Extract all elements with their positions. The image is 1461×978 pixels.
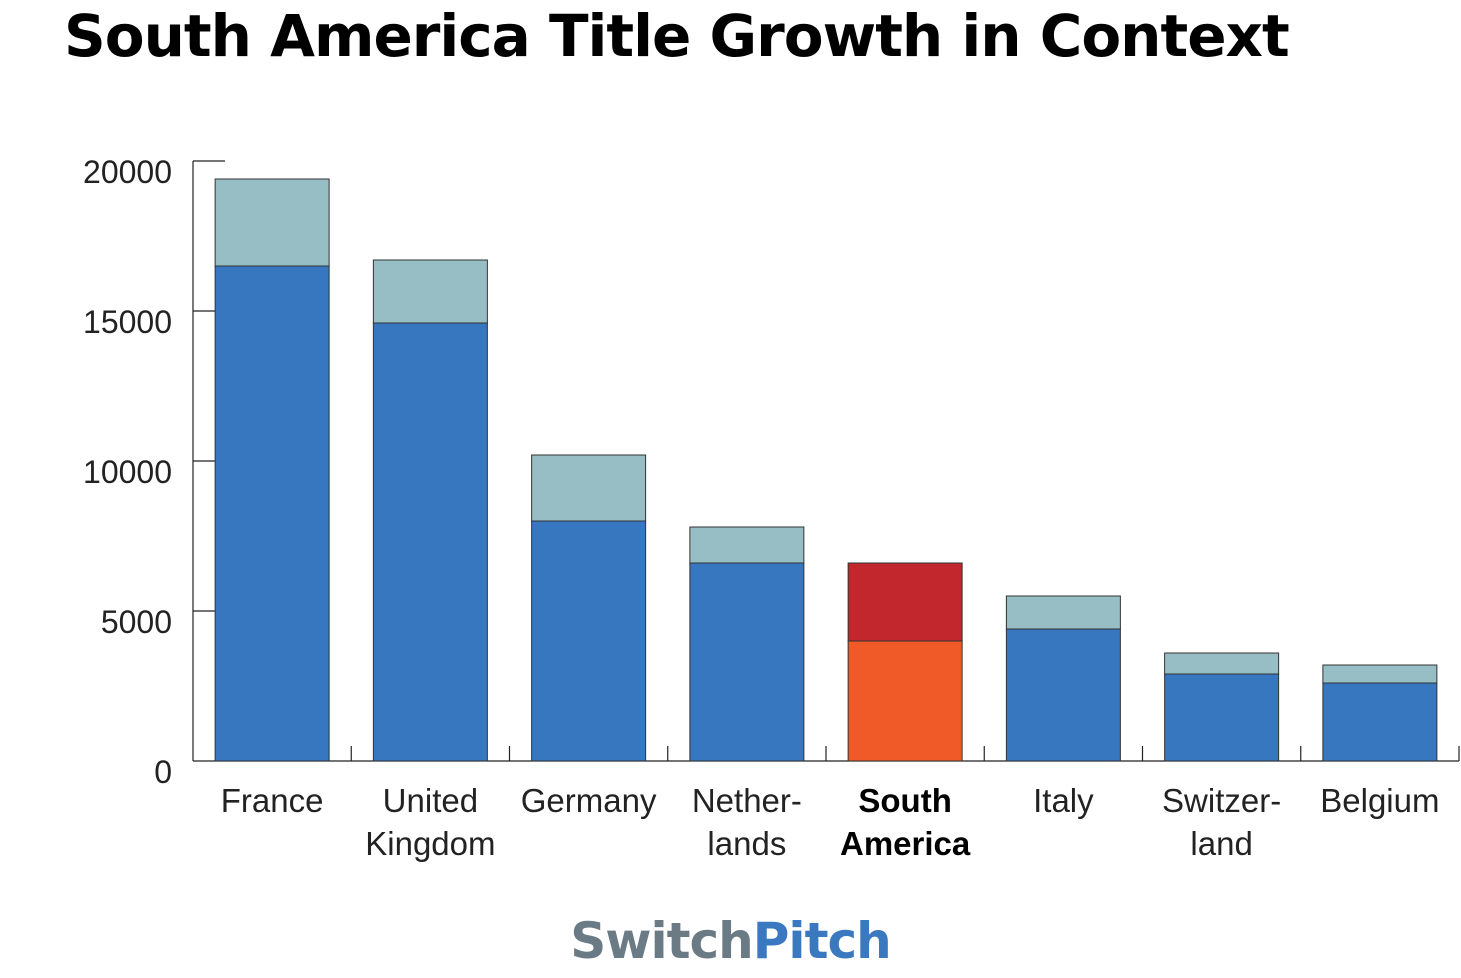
y-tick-label: 10000 [83,454,172,490]
bar-base [847,640,963,762]
x-category-label: Nether- [692,782,802,819]
bar-growth [214,178,330,267]
bar-growth [372,259,488,324]
x-category-label: France [221,782,324,819]
bar-growth [531,454,647,522]
bar-growth [847,562,963,642]
x-category-label: South [858,782,951,819]
switchpitch-logo: SwitchPitch [0,912,1461,970]
bar-base [1005,628,1121,762]
x-category-label: lands [707,825,786,862]
bar-growth [1322,664,1438,684]
y-tick-label: 20000 [83,154,172,190]
bar-growth [1005,595,1121,630]
x-category-label: Italy [1033,782,1094,819]
bar-base [372,322,488,762]
bar-chart: 0 5000 10000 15000 20000 France United Kingdom G… [83,154,1460,862]
logo-part2: Pitch [752,912,892,970]
x-category-label: Belgium [1320,782,1439,819]
bar-growth [1164,652,1280,675]
x-category-label: United [383,782,478,819]
y-tick-label: 0 [154,754,172,790]
chart-title: South America Title Growth in Context [64,2,1290,70]
bar-base [531,520,647,762]
x-category-label: Germany [521,782,657,819]
bar-growth [689,526,805,564]
x-category-label: America [840,825,971,862]
bar-base [689,562,805,762]
x-category-label: land [1190,825,1252,862]
x-category-label: Switzer- [1162,782,1281,819]
y-tick-label: 5000 [101,604,172,640]
x-category-label: Kingdom [365,825,495,862]
y-tick-label: 15000 [83,304,172,340]
bar-base [1322,682,1438,762]
logo-part1: Switch [570,912,753,970]
bar-base [214,265,330,762]
bar-base [1164,673,1280,762]
